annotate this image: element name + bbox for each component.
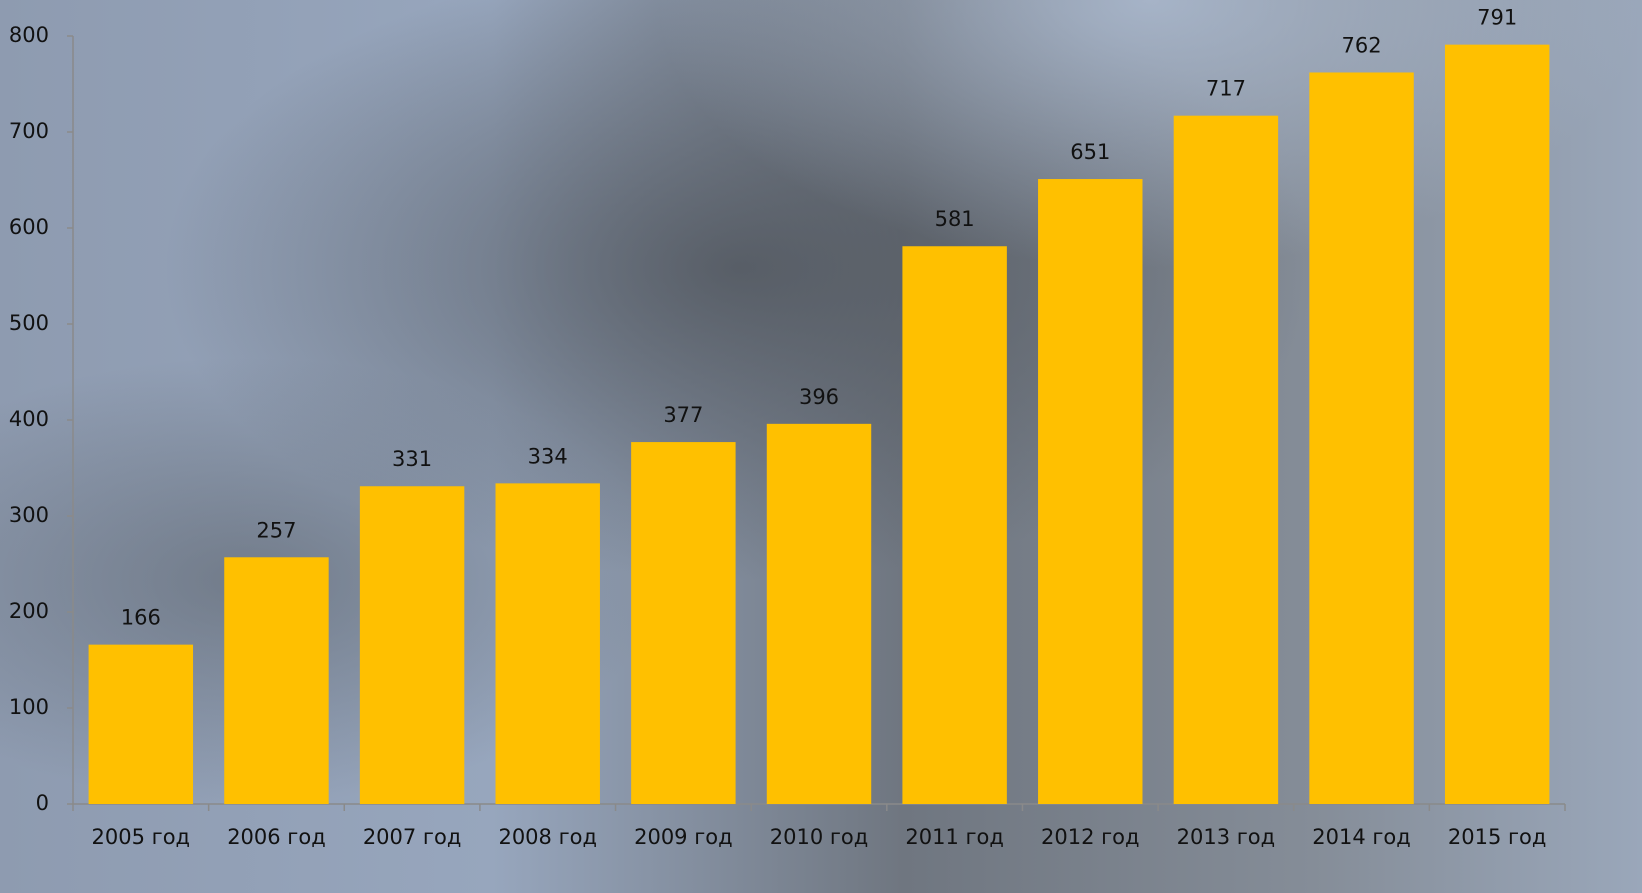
bar bbox=[1038, 179, 1143, 805]
data-label: 762 bbox=[1341, 33, 1381, 57]
data-label: 334 bbox=[528, 444, 568, 468]
x-tick-label: 2008 год bbox=[498, 825, 597, 849]
y-tick-label: 800 bbox=[9, 23, 49, 47]
bar bbox=[359, 486, 465, 804]
x-tick-label: 2005 год bbox=[92, 825, 191, 849]
y-tick-label: 700 bbox=[9, 119, 49, 143]
y-tick-label: 200 bbox=[9, 599, 49, 623]
x-tick-label: 2013 год bbox=[1177, 825, 1276, 849]
x-tick-label: 2014 год bbox=[1312, 825, 1411, 849]
x-tick-label: 2011 год bbox=[905, 825, 1004, 849]
x-tick-label: 2015 год bbox=[1448, 825, 1547, 849]
data-label: 396 bbox=[799, 385, 839, 409]
x-tick-label: 2010 год bbox=[770, 825, 869, 849]
data-label: 331 bbox=[392, 447, 432, 471]
x-tick-label: 2006 год bbox=[227, 825, 326, 849]
bar bbox=[631, 442, 736, 804]
data-label: 651 bbox=[1070, 140, 1110, 164]
data-label: 791 bbox=[1477, 6, 1517, 30]
bar bbox=[1309, 72, 1414, 805]
bar bbox=[224, 557, 329, 804]
x-tick-label: 2012 год bbox=[1041, 825, 1140, 849]
bar bbox=[902, 246, 1007, 805]
y-tick-label: 500 bbox=[9, 311, 49, 335]
bar bbox=[88, 644, 194, 804]
data-label: 166 bbox=[121, 606, 161, 630]
x-tick-label: 2009 год bbox=[634, 825, 733, 849]
data-label: 257 bbox=[256, 518, 296, 542]
x-tick-label: 2007 год bbox=[363, 825, 462, 849]
bar bbox=[766, 423, 872, 804]
y-tick-label: 300 bbox=[9, 503, 49, 527]
bar bbox=[1444, 44, 1550, 804]
y-tick-label: 400 bbox=[9, 407, 49, 431]
bar bbox=[495, 483, 600, 804]
data-label: 717 bbox=[1206, 77, 1246, 101]
y-tick-label: 0 bbox=[36, 791, 49, 815]
y-tick-label: 100 bbox=[9, 695, 49, 719]
y-tick-label: 600 bbox=[9, 215, 49, 239]
bar bbox=[1173, 115, 1279, 805]
data-label: 581 bbox=[935, 207, 975, 231]
data-label: 377 bbox=[663, 403, 703, 427]
